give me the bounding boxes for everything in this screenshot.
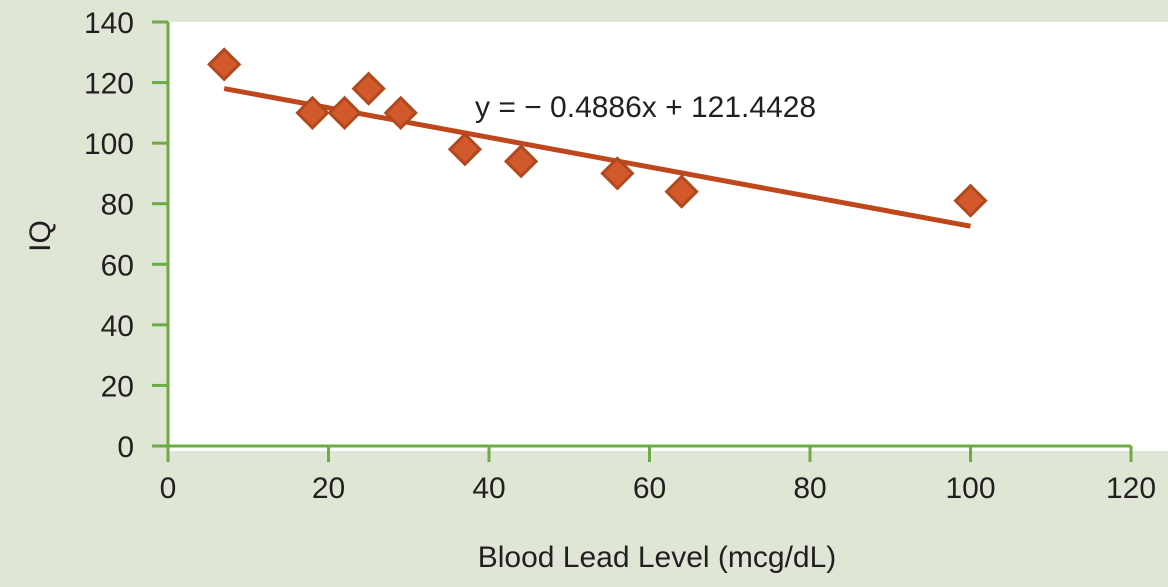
y-axis-ticks: 0 20 40 60 80 100 120 140 <box>84 7 168 464</box>
y-tick-label: 20 <box>101 370 134 403</box>
y-axis-label: IQ <box>24 220 57 252</box>
x-tick-label: 20 <box>312 472 345 505</box>
x-tick-label: 60 <box>633 472 666 505</box>
y-tick-label: 40 <box>101 310 134 343</box>
x-tick-label: 120 <box>1106 472 1156 505</box>
y-tick-label: 140 <box>84 7 134 40</box>
data-point <box>327 95 362 130</box>
x-tick-label: 40 <box>472 472 505 505</box>
data-point <box>664 174 699 209</box>
x-tick-label: 0 <box>160 472 177 505</box>
y-tick-label: 100 <box>84 128 134 161</box>
y-tick-label: 60 <box>101 249 134 282</box>
plot-area <box>168 22 1168 451</box>
data-point <box>351 71 386 106</box>
data-point <box>383 95 418 130</box>
x-axis-ticks: 0 20 40 60 80 100 120 <box>160 446 1156 505</box>
data-point <box>447 132 483 167</box>
y-tick-label: 0 <box>117 431 134 464</box>
x-tick-label: 80 <box>793 472 826 505</box>
data-point <box>295 95 330 130</box>
data-point <box>503 144 539 179</box>
data-points <box>207 47 988 218</box>
y-tick-label: 120 <box>84 68 134 101</box>
data-point <box>600 156 635 191</box>
y-tick-label: 80 <box>101 189 134 222</box>
trendline-equation: y = − 0.4886x + 121.4428 <box>475 91 816 124</box>
x-tick-label: 100 <box>945 472 995 505</box>
data-point <box>953 183 988 218</box>
data-point <box>207 47 242 82</box>
x-axis-label: Blood Lead Level (mcg/dL) <box>478 541 837 574</box>
